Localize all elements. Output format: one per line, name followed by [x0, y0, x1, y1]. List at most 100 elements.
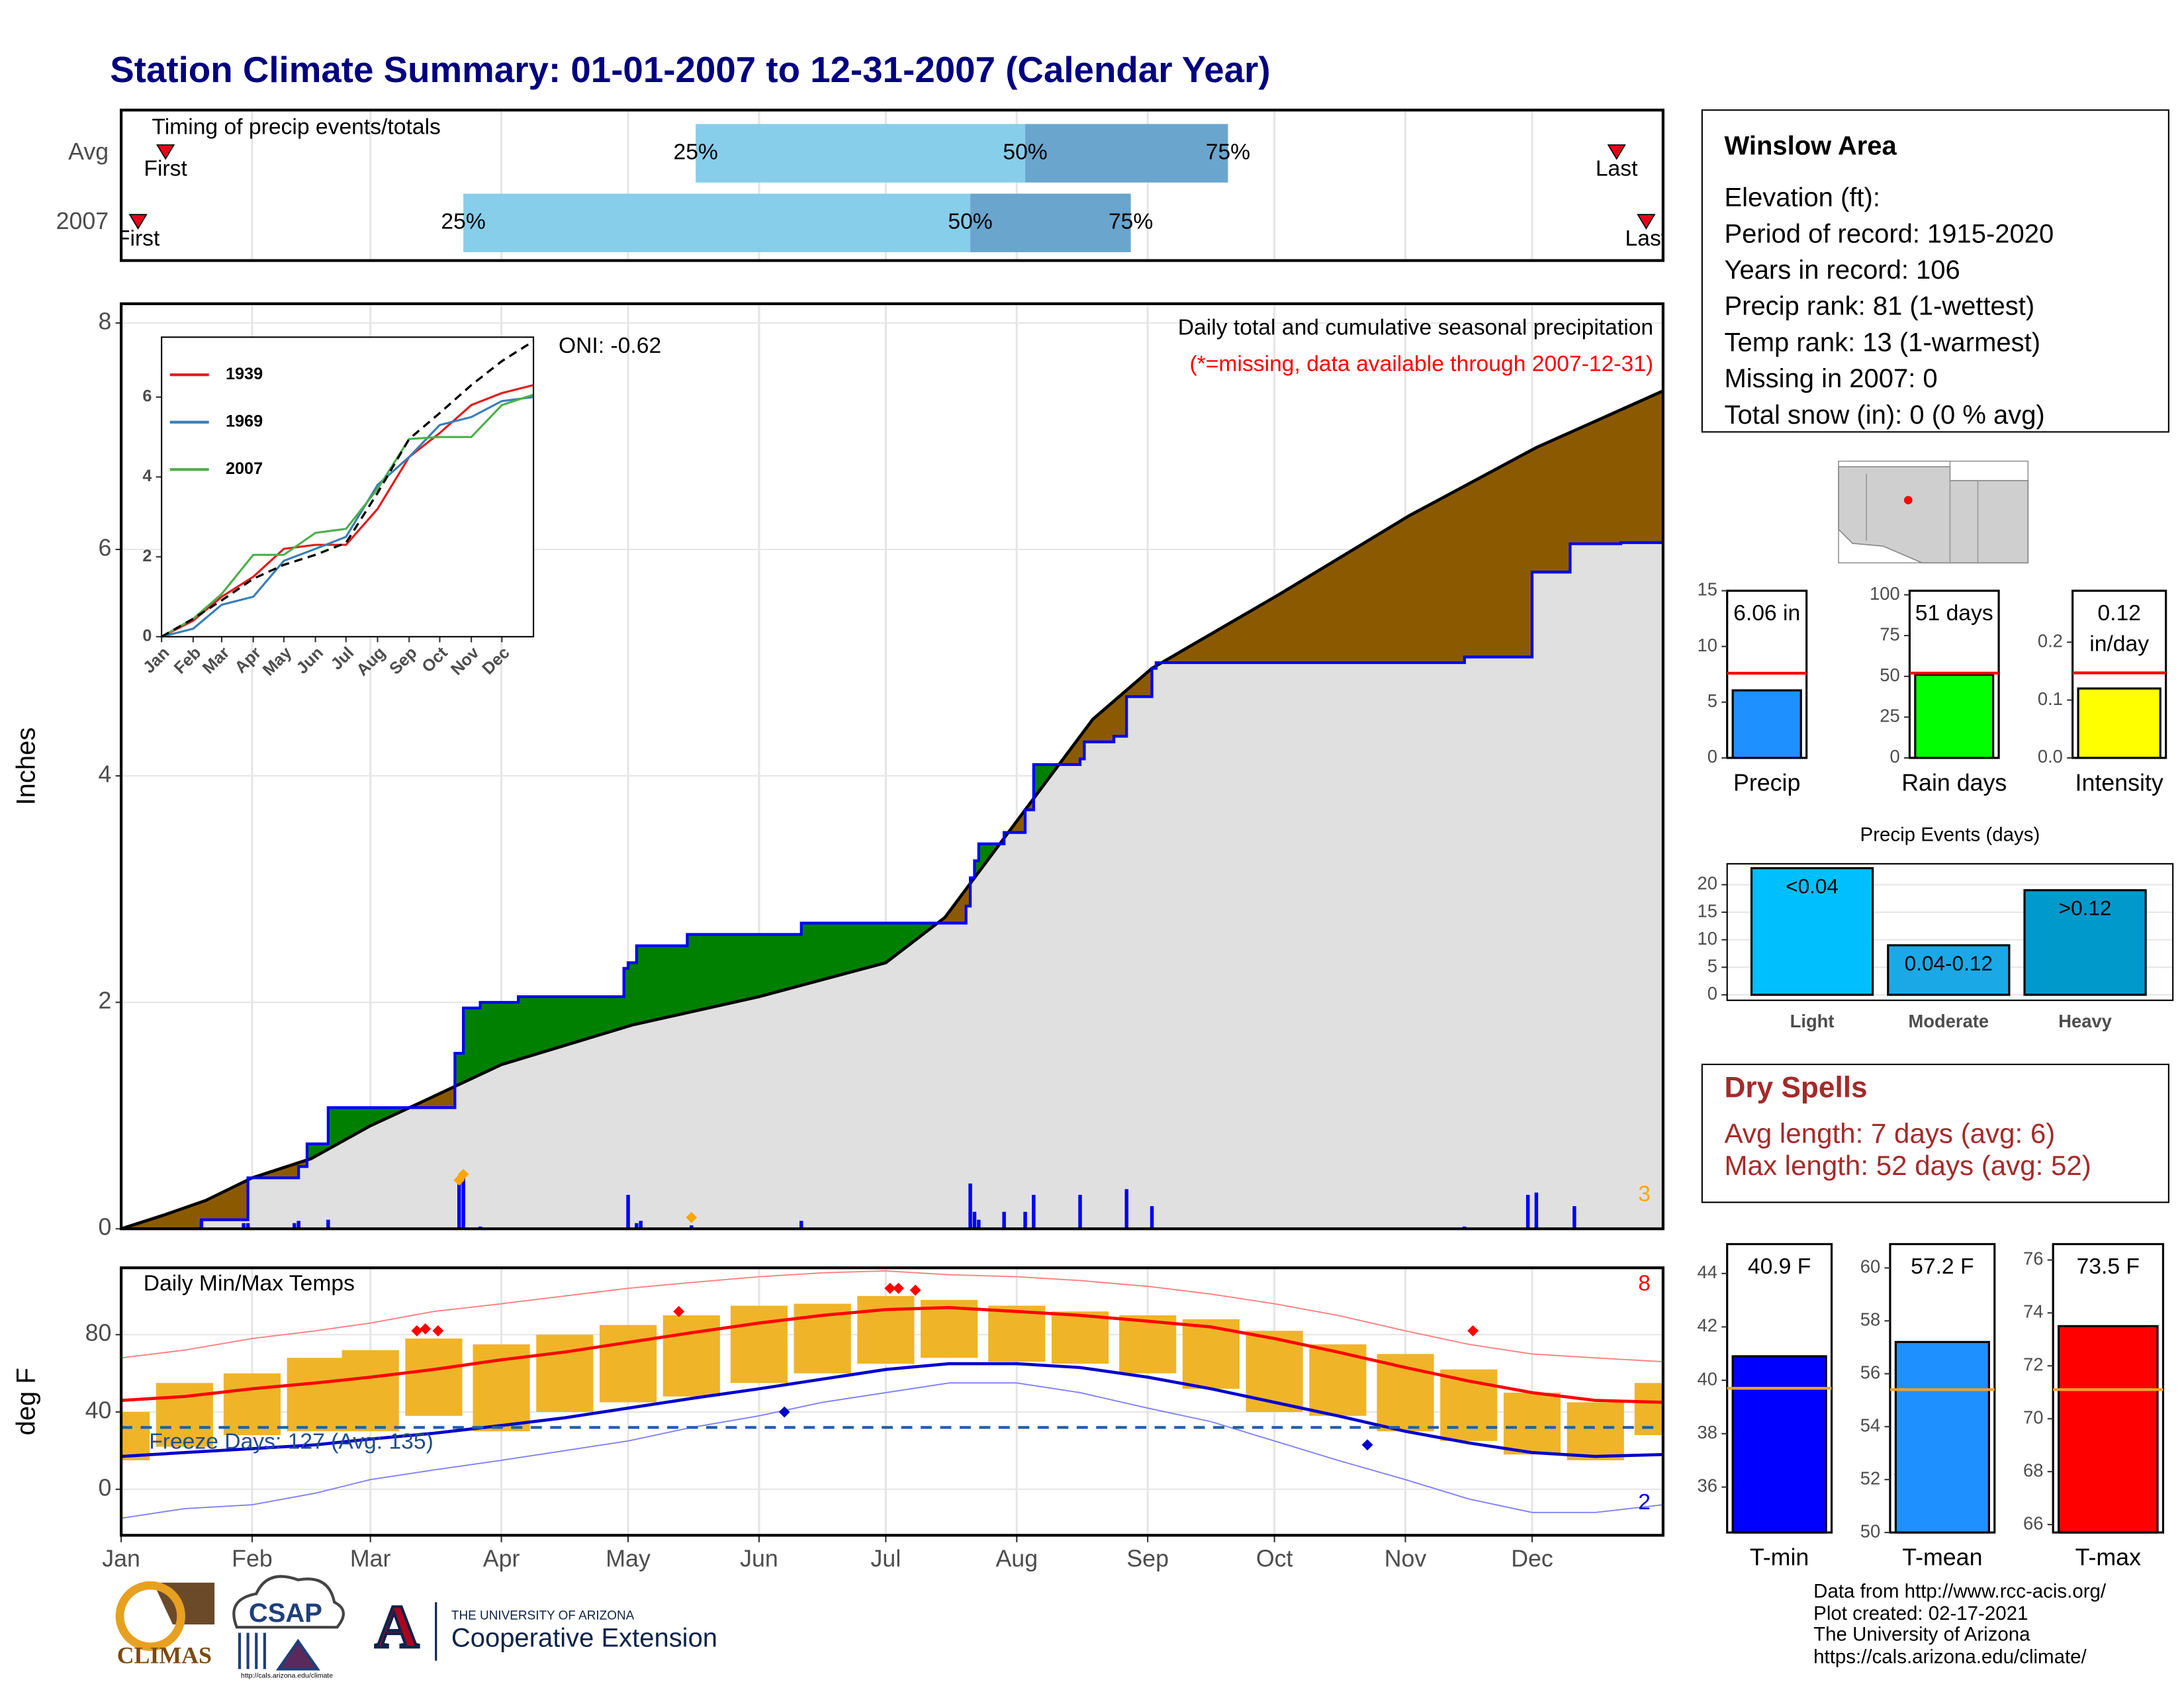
legend-label: 2007: [226, 459, 263, 478]
quartile-bar: [463, 193, 971, 252]
temp-range-bar: [988, 1305, 1046, 1362]
y-tick-label: 36: [1698, 1476, 1717, 1496]
bar: [1750, 867, 1874, 996]
value-label: in/day: [2089, 632, 2149, 656]
y-tick-label: 80: [85, 1320, 112, 1346]
temp-range-bar: [405, 1338, 463, 1416]
gauge-label: T-max: [2075, 1544, 2141, 1571]
logos: CLIMAS CSAP http://cals.arizona.edu/clim…: [115, 1575, 717, 1680]
temp-range-bar: [730, 1305, 788, 1383]
y-tick-label: 10: [1698, 928, 1717, 949]
y-tick-label: 2: [142, 547, 152, 565]
y-tick-label: 52: [1860, 1468, 1880, 1488]
series-line: [161, 384, 534, 638]
station-dot: [1903, 496, 1913, 504]
y-tick-label: 75: [1880, 624, 1899, 644]
y-tick-label: 4: [142, 467, 152, 485]
csap-logo: CSAP: [249, 1599, 322, 1628]
bar: [2023, 889, 2147, 996]
y-tick-label: 0: [1707, 746, 1717, 767]
climas-sun: [115, 1581, 185, 1651]
y-tick-label: 50: [1860, 1521, 1880, 1541]
daily-bar: [296, 1221, 300, 1229]
percent-label: 75%: [1206, 140, 1250, 164]
y-tick-label: 10: [1698, 635, 1717, 655]
legend-label: 1969: [226, 412, 263, 430]
y-tick-label: 15: [1698, 900, 1717, 921]
y-tick-label: 76: [2023, 1248, 2043, 1269]
x-tick-label: Light: [1790, 1011, 1835, 1031]
record-marker: [673, 1305, 685, 1317]
daily-bar: [972, 1211, 977, 1229]
temp-range-bar: [662, 1315, 720, 1397]
temp-range-bar: [536, 1335, 594, 1413]
y-tick-label: 4: [98, 761, 111, 788]
info-line: Temp rank: 13 (1-warmest): [1724, 328, 2040, 357]
frame: [1726, 863, 2174, 1002]
y-tick-label: 54: [1860, 1415, 1880, 1435]
event-marker: [1607, 144, 1626, 160]
series-line: [161, 393, 534, 638]
daily-bar: [1032, 1194, 1036, 1229]
y-tick-label: 74: [2023, 1301, 2043, 1322]
oni-label: ONI: -0.62: [559, 334, 661, 358]
chart-title: Daily Min/Max Temps: [144, 1271, 355, 1295]
y-tick-label: 100: [1870, 583, 1900, 604]
y-tick-label: 0.1: [2038, 688, 2063, 709]
daily-bar: [457, 1183, 461, 1229]
footer-line: The University of Arizona: [1813, 1624, 2030, 1646]
y-axis-label: Inches: [12, 727, 41, 806]
event-label: Last: [1625, 226, 1668, 251]
value-label: 73.5 F: [2077, 1254, 2140, 1279]
x-tick-label: Jul: [871, 1546, 901, 1572]
high-count: 8: [1638, 1271, 1651, 1295]
series-line: [161, 340, 534, 638]
average-line: [121, 1306, 1663, 1404]
row-label: Avg: [68, 138, 109, 165]
daily-bar: [639, 1221, 643, 1229]
dry-spells-line: Max length: 52 days (avg: 52): [1724, 1150, 2091, 1181]
x-tick-label: Dec: [1511, 1546, 1553, 1572]
daily-bar: [977, 1219, 981, 1229]
daily-bar: [1078, 1194, 1082, 1229]
gauge-label: Rain days: [1901, 769, 2007, 796]
series-line: [161, 396, 534, 638]
plot: [121, 1270, 1663, 1519]
event-marker: [156, 144, 175, 160]
y-tick-label: 66: [2023, 1513, 2043, 1533]
y-tick-label: 0: [142, 627, 152, 645]
y-tick-label: 60: [1860, 1256, 1880, 1277]
freeze-label: Freeze Days: 127 (Avg: 135): [149, 1429, 433, 1454]
daily-bar: [635, 1223, 639, 1229]
daily-bar: [1002, 1211, 1006, 1229]
frame: [119, 302, 1664, 1231]
info-line: Years in record: 106: [1724, 256, 1960, 285]
x-tick-label: Jun: [740, 1546, 778, 1572]
gauge-label: Intensity: [2075, 769, 2163, 796]
record-marker: [778, 1406, 790, 1418]
gauge-label: T-mean: [1902, 1544, 1982, 1571]
panel: [161, 337, 534, 637]
daily-bar: [293, 1223, 296, 1229]
event-label: First: [144, 157, 187, 181]
y-tick-label: 20: [1698, 873, 1717, 894]
y-tick-label: 72: [2023, 1354, 2043, 1375]
csap-cloud: [232, 1575, 345, 1629]
quartile-bar: [696, 124, 1026, 183]
info-line: Elevation (ft):: [1724, 183, 1880, 212]
rows: 25% 50% 75% First Last 25% 50% 75% First Last: [121, 124, 1668, 252]
y-tick-label: 58: [1860, 1309, 1880, 1330]
frame: [119, 109, 1664, 262]
value-label: 57.2 F: [1911, 1254, 1974, 1279]
x-tick-label: Nov: [1385, 1546, 1427, 1572]
percent-label: 75%: [1109, 210, 1153, 234]
chart-title: Precip Events (days): [1860, 824, 2040, 846]
gauge-bar: [2077, 687, 2161, 759]
x-tick-label: Aug: [995, 1546, 1038, 1572]
info-line: Total snow (in): 0 (0 % avg): [1724, 400, 2044, 430]
quartile-bar: [1025, 124, 1228, 183]
daily-bar: [1572, 1206, 1576, 1229]
dry-spells-title: Dry Spells: [1724, 1072, 1867, 1104]
temp-range-bar: [287, 1358, 344, 1432]
